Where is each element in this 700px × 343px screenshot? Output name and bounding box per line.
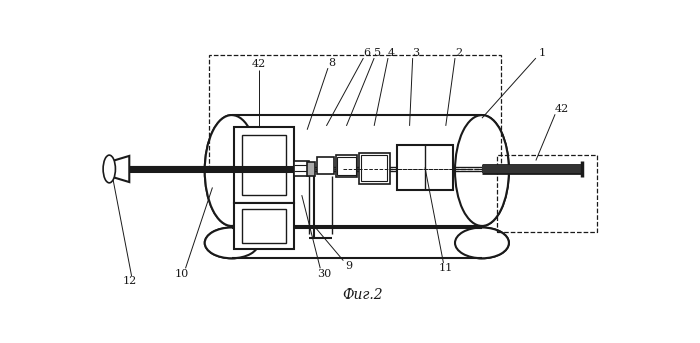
Bar [317,157,334,174]
Text: 3: 3 [412,48,419,58]
Text: 42: 42 [555,104,569,114]
Bar [241,209,286,243]
Bar [336,155,357,177]
Ellipse shape [455,115,509,226]
Bar [398,145,453,190]
Bar [234,127,294,203]
Text: 6: 6 [363,48,370,58]
Text: 9: 9 [345,261,352,271]
Text: 5: 5 [374,48,381,58]
Text: 2: 2 [455,48,463,58]
Ellipse shape [455,227,509,258]
Bar [307,162,315,176]
Text: 30: 30 [317,269,331,279]
Bar [358,153,389,184]
Bar [209,55,501,169]
Bar [482,165,582,173]
Text: Фиг.2: Фиг.2 [342,288,383,302]
Bar [232,115,482,226]
Text: 11: 11 [439,263,453,273]
Text: 42: 42 [251,59,266,69]
Ellipse shape [455,227,509,258]
Bar [241,135,286,195]
Bar [337,157,356,175]
Ellipse shape [455,115,509,226]
Bar [294,161,309,176]
Ellipse shape [205,115,259,226]
Text: 12: 12 [122,276,136,286]
Text: 10: 10 [174,269,189,279]
Bar [127,167,309,171]
Ellipse shape [103,155,116,183]
Bar [497,155,598,232]
Bar [234,203,294,249]
Text: 1: 1 [538,48,545,58]
Text: 4: 4 [388,48,395,58]
Ellipse shape [205,115,259,226]
Bar [361,155,387,181]
Polygon shape [106,156,130,182]
Ellipse shape [205,227,259,258]
Bar [232,227,482,258]
Text: 8: 8 [328,58,335,68]
Ellipse shape [205,227,259,258]
